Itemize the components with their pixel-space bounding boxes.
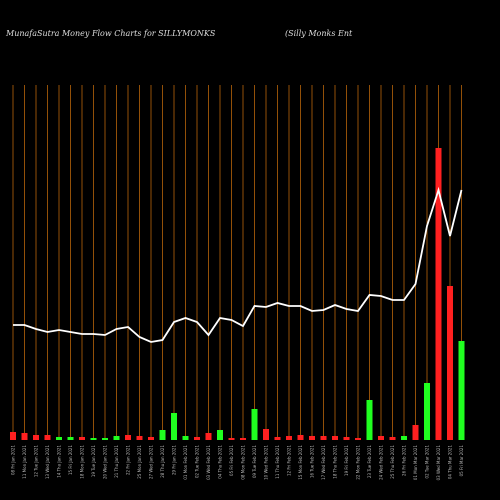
x-tick-label: 02 Tue Feb 2021 [195,445,200,478]
x-tick-label: 13 Wed Jan 2021 [45,445,50,479]
x-tick-label: 01 Mon Mar 2021 [413,445,418,481]
bar [182,436,189,440]
x-tick-label: 21 Thu Jan 2021 [114,445,119,478]
x-tick-label: 15 Fri Jan 2021 [68,445,73,475]
x-tick-label: 05 Fri Feb 2021 [229,445,234,476]
x-tick-label: 19 Fri Feb 2021 [344,445,349,476]
bar [44,435,51,440]
bar [355,438,361,440]
x-tick-label: 09 Tue Feb 2021 [252,445,257,478]
bar [401,436,407,440]
x-tick-label: 26 Fri Feb 2021 [402,445,407,476]
bar [263,429,269,440]
bar [217,430,223,440]
bar [56,437,62,440]
bar [171,413,177,440]
x-tick-label: 04 Thu Mar 2021 [448,445,453,480]
bar [309,436,315,440]
x-tick-label: 14 Thu Jan 2021 [57,445,62,478]
bar [378,436,384,440]
bar [458,341,465,440]
bar [79,437,85,440]
x-tick-label: 22 Fri Jan 2021 [126,445,131,475]
x-tick-label: 02 Tue Mar 2021 [425,445,430,479]
x-tick-label: 15 Mon Feb 2021 [298,445,303,480]
x-tick-label: 08 Fri Jan 2021 [11,445,16,475]
x-tick-label: 12 Fri Feb 2021 [287,445,292,476]
bar [194,437,200,440]
x-tick-label: 11 Thu Feb 2021 [275,445,280,479]
x-tick-label: 29 Fri Jan 2021 [172,445,177,475]
x-tick-label: 16 Tue Feb 2021 [310,445,315,478]
chart-subtitle: (Silly Monks Ent [285,29,353,38]
x-tick-label: 01 Mon Feb 2021 [183,445,188,480]
x-tick-label: 28 Thu Jan 2021 [160,445,165,478]
bar [159,430,166,440]
bar [205,433,212,440]
bar [447,286,453,440]
bar [320,436,327,440]
x-tick-label: 17 Wed Feb 2021 [321,445,326,480]
bar [297,435,304,440]
bar [90,438,97,440]
x-tick-label: 03 Wed Mar 2021 [436,445,441,481]
bar [102,438,108,440]
bar [136,436,143,440]
x-tick-label: 04 Thu Feb 2021 [218,445,223,479]
x-tick-label: 19 Tue Jan 2021 [91,445,96,478]
bar [240,438,246,440]
chart-title: MunafaSutra Money Flow Charts for SILLYM… [5,29,216,38]
x-tick-label: 22 Mon Feb 2021 [356,445,361,480]
money-flow-line [13,186,463,343]
bar [412,425,419,440]
bar [286,436,292,440]
bar [113,436,120,440]
x-tick-label: 27 Wed Jan 2021 [149,445,154,479]
x-tick-label: 23 Tue Feb 2021 [367,445,372,478]
x-tick-label: 18 Mon Jan 2021 [80,445,85,479]
bar [332,436,338,440]
x-tick-label: 18 Thu Feb 2021 [333,445,338,479]
bar [21,433,28,440]
x-tick-label: 10 Wed Feb 2021 [264,445,269,480]
x-tick-label: 25 Thu Feb 2021 [390,445,395,479]
bar [389,437,396,440]
bar [343,437,350,440]
x-tick-label: 24 Wed Feb 2021 [379,445,384,480]
x-tick-label: 20 Wed Jan 2021 [103,445,108,479]
bar [67,437,74,440]
x-tick-label: 25 Mon Jan 2021 [137,445,142,479]
x-tick-label: 12 Tue Jan 2021 [34,445,39,478]
bar [10,432,16,440]
bar [251,409,258,440]
x-tick-label: 11 Mon Jan 2021 [22,445,27,479]
bar [435,148,442,440]
x-tick-label: 08 Mon Feb 2021 [241,445,246,480]
bar [274,437,281,440]
bar [366,400,373,440]
bar [424,383,430,440]
bar [228,438,235,440]
x-tick-label: 05 Fri Mar 2021 [459,445,464,477]
bar [33,435,39,440]
x-tick-label: 03 Wed Feb 2021 [206,445,211,480]
bar [125,435,131,440]
bar [148,437,154,440]
